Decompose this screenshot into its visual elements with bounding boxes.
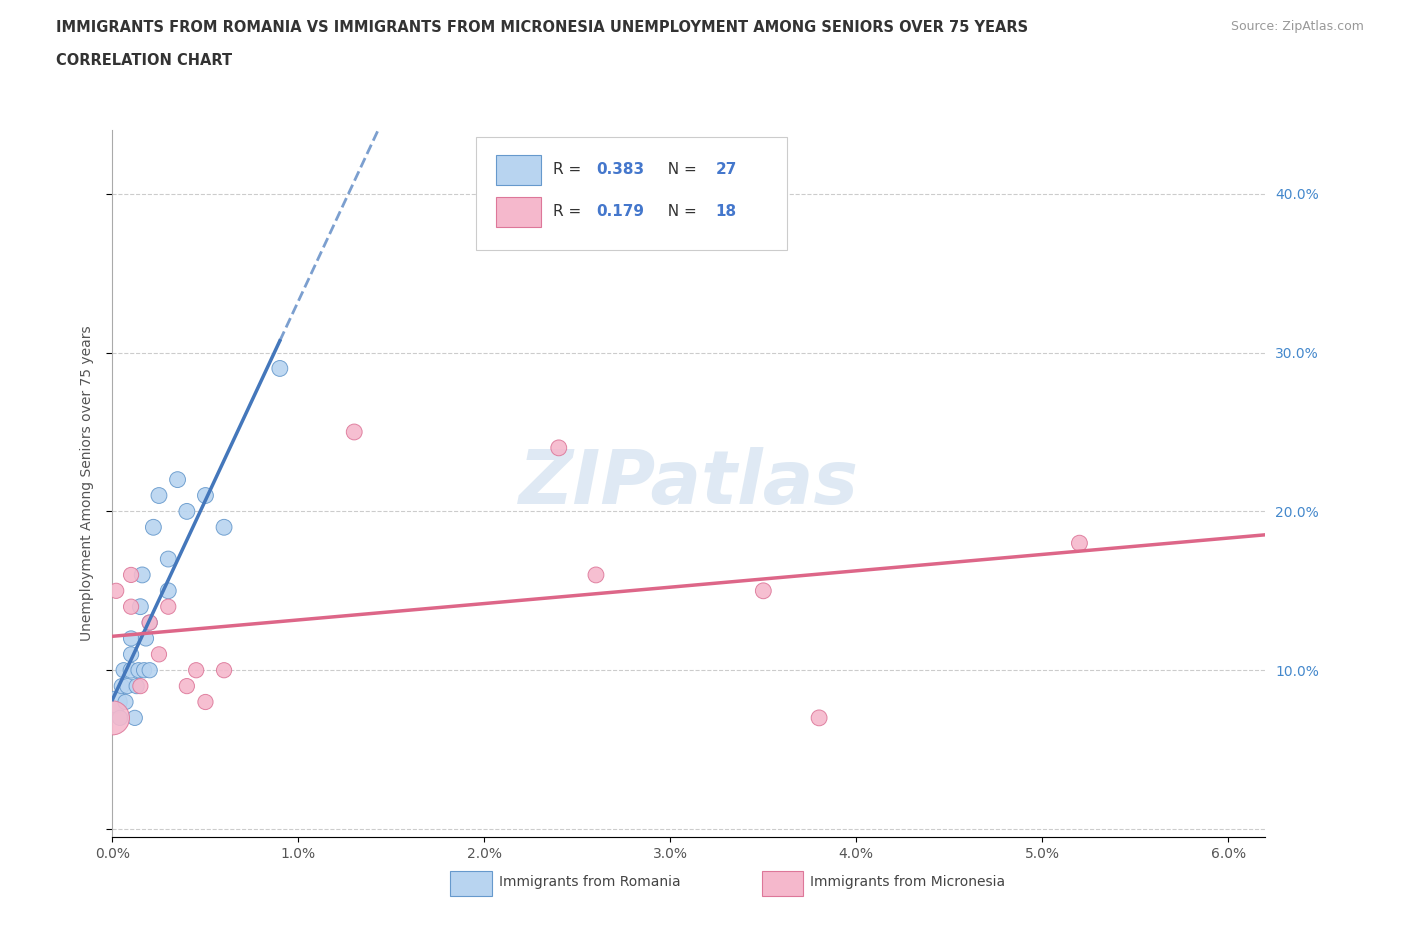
Point — [148, 488, 170, 503]
Point — [194, 695, 217, 710]
Point — [120, 647, 142, 662]
Point — [176, 504, 198, 519]
Point — [105, 583, 128, 598]
Text: N =: N = — [658, 162, 702, 177]
Point — [129, 679, 152, 694]
Text: 18: 18 — [716, 204, 737, 219]
Text: 27: 27 — [716, 162, 737, 177]
Point — [125, 679, 148, 694]
Point — [547, 441, 569, 456]
Point — [157, 583, 180, 598]
Point — [269, 361, 291, 376]
Point — [176, 679, 198, 694]
Point — [138, 663, 160, 678]
Point — [117, 679, 139, 694]
Point — [128, 663, 150, 678]
Point — [120, 663, 142, 678]
Text: Immigrants from Micronesia: Immigrants from Micronesia — [810, 875, 1005, 889]
Point — [105, 695, 128, 710]
FancyBboxPatch shape — [496, 155, 541, 185]
Text: IMMIGRANTS FROM ROMANIA VS IMMIGRANTS FROM MICRONESIA UNEMPLOYMENT AMONG SENIORS: IMMIGRANTS FROM ROMANIA VS IMMIGRANTS FR… — [56, 20, 1028, 35]
Text: Immigrants from Romania: Immigrants from Romania — [499, 875, 681, 889]
Point — [194, 488, 217, 503]
Point — [138, 615, 160, 630]
FancyBboxPatch shape — [496, 197, 541, 227]
FancyBboxPatch shape — [450, 870, 492, 897]
Text: R =: R = — [553, 204, 586, 219]
Point — [138, 615, 160, 630]
Point — [135, 631, 157, 646]
Point — [120, 567, 142, 582]
Point — [111, 679, 134, 694]
Point — [114, 695, 136, 710]
FancyBboxPatch shape — [762, 870, 803, 897]
FancyBboxPatch shape — [475, 138, 787, 250]
Point — [186, 663, 208, 678]
Text: 0.179: 0.179 — [596, 204, 645, 219]
Text: N =: N = — [658, 204, 702, 219]
Point — [112, 663, 135, 678]
Point — [101, 711, 124, 725]
Point — [752, 583, 775, 598]
Point — [157, 599, 180, 614]
Point — [1069, 536, 1091, 551]
Point — [142, 520, 165, 535]
Point — [343, 424, 366, 439]
Point — [120, 631, 142, 646]
Text: Source: ZipAtlas.com: Source: ZipAtlas.com — [1230, 20, 1364, 33]
Point — [131, 567, 153, 582]
Text: CORRELATION CHART: CORRELATION CHART — [56, 53, 232, 68]
Point — [129, 599, 152, 614]
Point — [148, 647, 170, 662]
Point — [108, 711, 131, 725]
Y-axis label: Unemployment Among Seniors over 75 years: Unemployment Among Seniors over 75 years — [80, 326, 94, 642]
Point — [585, 567, 607, 582]
Text: R =: R = — [553, 162, 586, 177]
Point — [132, 663, 155, 678]
Point — [212, 663, 235, 678]
Point — [124, 711, 146, 725]
Point — [120, 599, 142, 614]
Point — [157, 551, 180, 566]
Point — [212, 520, 235, 535]
Text: ZIPatlas: ZIPatlas — [519, 447, 859, 520]
Text: 0.383: 0.383 — [596, 162, 645, 177]
Point — [808, 711, 831, 725]
Point — [166, 472, 188, 487]
